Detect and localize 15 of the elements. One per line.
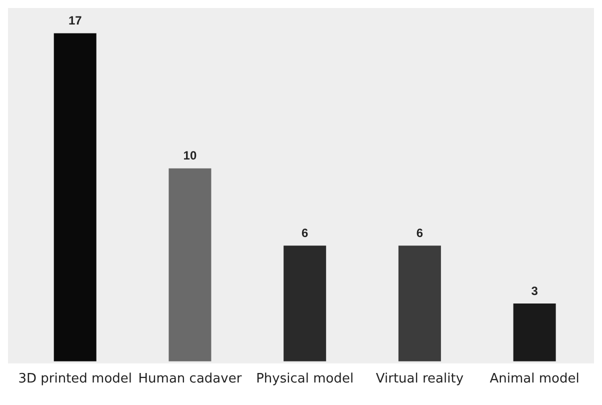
data-label: 17 — [68, 14, 82, 28]
x-tick-label: 3D printed model — [18, 372, 132, 387]
data-label: 10 — [183, 148, 197, 163]
x-tick-label: Virtual reality — [376, 372, 464, 387]
data-label: 6 — [416, 226, 424, 240]
x-tick-label: Physical model — [256, 372, 354, 387]
bar — [398, 246, 441, 362]
bar — [168, 168, 212, 362]
bar — [54, 33, 96, 362]
bar — [513, 304, 556, 362]
data-label: 6 — [301, 226, 308, 240]
x-tick-label: Human cadaver — [138, 372, 242, 387]
x-tick-label: Animal model — [490, 372, 580, 387]
data-label: 3 — [531, 284, 538, 298]
bar — [284, 246, 326, 362]
